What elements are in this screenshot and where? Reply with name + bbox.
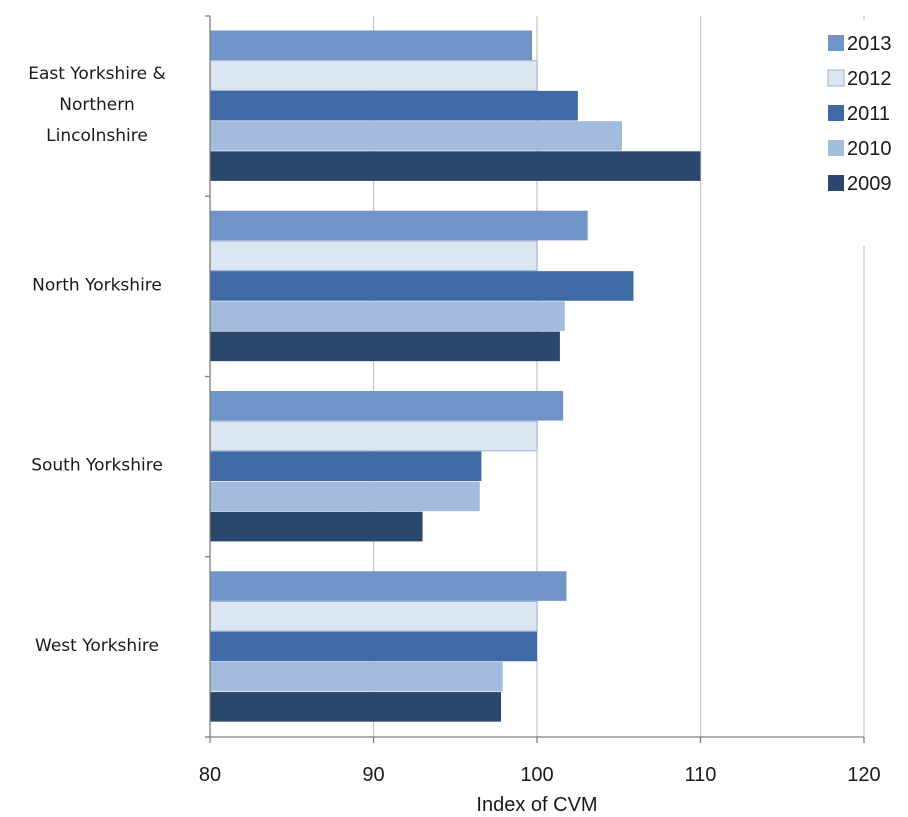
legend-swatch-2010 bbox=[828, 140, 844, 156]
axes bbox=[205, 15, 865, 743]
category-label: East Yorkshire & Northern Lincolnshire bbox=[28, 64, 166, 146]
legend-swatch-2013 bbox=[828, 35, 844, 51]
legend-swatch-2011 bbox=[828, 105, 844, 121]
x-axis-title: Index of CVM bbox=[476, 794, 597, 816]
legend-label-2011: 2011 bbox=[847, 103, 890, 125]
legend-swatch-2012 bbox=[827, 69, 845, 87]
bar-2011-2 bbox=[210, 451, 482, 481]
bar-2010-2 bbox=[210, 481, 480, 512]
x-tick-label: 90 bbox=[362, 764, 384, 786]
category-label: West Yorkshire bbox=[35, 636, 159, 656]
bar-2009-3 bbox=[210, 692, 502, 722]
legend-background bbox=[822, 20, 908, 246]
bar-2013-2 bbox=[210, 391, 564, 421]
bar-2012-1 bbox=[209, 240, 538, 272]
bar-2010-3 bbox=[210, 661, 503, 692]
bar-2012-2 bbox=[209, 420, 538, 452]
category-label: South Yorkshire bbox=[31, 456, 163, 476]
x-tick-label: 100 bbox=[520, 764, 553, 786]
bar-2009-0 bbox=[210, 151, 701, 181]
bar-2010-0 bbox=[210, 121, 623, 151]
bar-2012-3 bbox=[209, 600, 538, 632]
legend-swatch-2009 bbox=[828, 175, 844, 191]
bar-2011-1 bbox=[210, 271, 634, 301]
legend-label-2009: 2009 bbox=[847, 173, 892, 195]
legend: 2013 2012 2011 2010 2009 bbox=[822, 20, 908, 246]
legend-label-2013: 2013 bbox=[847, 33, 892, 55]
x-tick-label: 110 bbox=[685, 764, 717, 786]
bar-2009-2 bbox=[210, 511, 423, 542]
category-label: North Yorkshire bbox=[32, 275, 162, 295]
bar-2013-0 bbox=[210, 30, 533, 61]
bar-2011-3 bbox=[210, 631, 537, 662]
category-labels: East Yorkshire & Northern Lincolnshire Nort… bbox=[28, 64, 166, 656]
x-tick-label: 120 bbox=[847, 764, 880, 786]
legend-label-2010: 2010 bbox=[847, 138, 892, 160]
bar-2013-1 bbox=[210, 210, 588, 241]
x-tick-labels: 80 90 100 110 120 bbox=[199, 764, 881, 786]
bar-2009-1 bbox=[210, 331, 560, 362]
bars bbox=[209, 30, 701, 722]
bar-2010-1 bbox=[210, 301, 565, 331]
x-tick-label: 80 bbox=[199, 764, 221, 786]
bar-2011-0 bbox=[210, 90, 578, 121]
bar-2012-0 bbox=[209, 60, 538, 91]
legend-label-2012: 2012 bbox=[847, 68, 892, 90]
bar-2013-3 bbox=[210, 571, 567, 601]
